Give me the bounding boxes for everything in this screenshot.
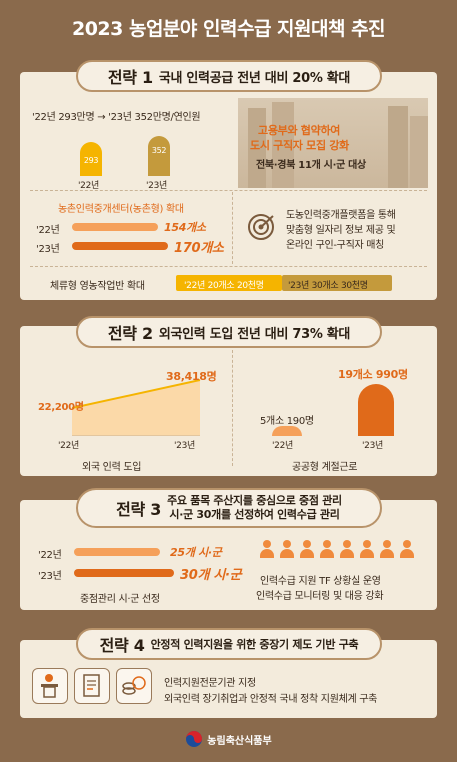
divider-h2 xyxy=(30,266,427,267)
person-icon xyxy=(400,540,414,558)
strategy3-heading-line2: 시·군 30개를 선정하여 인력수급 관리 xyxy=(169,508,340,521)
foreign22-value: 22,200명 xyxy=(38,402,84,413)
strategy2-panel: 22,200명 38,418명 '22년 '23년 외국 인력 도입 5개소 1… xyxy=(20,326,437,476)
strategy2-heading: 외국인력 도입 전년 대비 73% 확대 xyxy=(158,326,351,342)
strategy4-heading: 안정적 인력지원을 위한 중장기 제도 기반 구축 xyxy=(150,638,359,651)
foreign-year22: '22년 xyxy=(58,441,80,451)
bar-23-value: 352 xyxy=(151,146,167,155)
city-photo xyxy=(238,98,428,188)
foreign-year23: '23년 xyxy=(174,441,196,451)
document-icon xyxy=(74,668,110,704)
stay23-text: '23년 30개소 30천명 xyxy=(288,281,368,291)
s3-year22: '22년 xyxy=(38,550,62,561)
strategy1-panel: '22년 293만명 → '23년 352만명/연인원 293 352 '22년… xyxy=(20,72,437,300)
platform-line3: 온라인 구인-구직자 매칭 xyxy=(286,240,385,251)
center-title: 농촌인력중개센터(농촌형) 확대 xyxy=(58,204,184,215)
s3-bar-caption: 중점관리 시·군 선정 xyxy=(80,594,160,605)
s3-bar22 xyxy=(74,548,160,556)
target-icon xyxy=(248,214,274,240)
s4-line1: 인력지원전문기관 지정 xyxy=(164,678,256,689)
foreign-area xyxy=(72,380,200,436)
person-icon xyxy=(360,540,374,558)
strategy3-heading-line1: 주요 품목 주산지를 중심으로 중점 관리 xyxy=(167,494,342,507)
divider-h xyxy=(30,190,427,191)
divider-v xyxy=(232,192,233,264)
photo-line1: 고용부와 협약하여 xyxy=(258,124,341,137)
strategy4-pill: 전략 4 안정적 인력지원을 위한 중장기 제도 기반 구축 xyxy=(76,628,382,660)
strategy2-pill: 전략 2 외국인력 도입 전년 대비 73% 확대 xyxy=(76,316,382,348)
supply-caption: '22년 293만명 → '23년 352만명/연인원 xyxy=(32,112,201,123)
s3-bar23 xyxy=(74,569,174,577)
person-icon xyxy=(280,540,294,558)
strategy4-label: 전략 4 xyxy=(99,636,145,655)
page-title: 2023 농업분야 인력수급 지원대책 추진 xyxy=(71,18,386,40)
divider-v2 xyxy=(232,350,233,466)
public-caption: 공공형 계절근로 xyxy=(292,462,358,473)
person-icon xyxy=(320,540,334,558)
tf-line1: 인력수급 지원 TF 상황실 운영 xyxy=(260,576,381,587)
center22-year: '22년 xyxy=(36,225,60,236)
ministry-name: 농림축산식품부 xyxy=(207,735,272,747)
strategy3-pill: 전략 3 주요 품목 주산지를 중심으로 중점 관리 시·군 30개를 선정하여… xyxy=(76,488,382,528)
public23-bar xyxy=(358,384,394,436)
strategy1-label: 전략 1 xyxy=(107,68,153,87)
center23-value: 170개소 xyxy=(174,241,224,256)
foreign-top-line xyxy=(72,379,201,409)
stay-label: 체류형 영농작업반 확대 xyxy=(50,281,145,292)
photo-line2: 도시 구직자 모집 강화 xyxy=(250,139,349,152)
year-22-label: '22년 xyxy=(78,181,100,191)
footer: 농림축산식품부 xyxy=(0,730,457,748)
strategy3-heading: 주요 품목 주산지를 중심으로 중점 관리 시·군 30개를 선정하여 인력수급… xyxy=(167,494,342,522)
person-icon xyxy=(340,540,354,558)
s3-value23: 30개 시·군 xyxy=(180,568,242,583)
platform-line2: 맞춤형 일자리 정보 제공 및 xyxy=(286,225,396,236)
s3-value22: 25개 시·군 xyxy=(170,546,222,559)
center22-value: 154개소 xyxy=(164,221,206,234)
coins-icon xyxy=(116,668,152,704)
podium-icon xyxy=(32,668,68,704)
foreign23-value: 38,418명 xyxy=(166,370,217,383)
stay22-bar xyxy=(176,275,282,291)
person-icon xyxy=(260,540,274,558)
strategy2-label: 전략 2 xyxy=(107,324,153,343)
strategy3-label: 전략 3 xyxy=(116,500,162,519)
person-icon xyxy=(380,540,394,558)
center23-year: '23년 xyxy=(36,244,60,255)
center22-bar xyxy=(72,223,158,231)
bar-22-value: 293 xyxy=(83,156,99,165)
foreign-caption: 외국 인력 도입 xyxy=(82,462,142,473)
foreign-growth-chart xyxy=(72,379,201,436)
public23-value: 19개소 990명 xyxy=(338,368,408,381)
strategy1-pill: 전략 1 국내 인력공급 전년 대비 20% 확대 xyxy=(76,60,382,92)
tf-line2: 인력수급 모니터링 및 대응 강화 xyxy=(256,591,384,602)
year-23-label: '23년 xyxy=(146,181,168,191)
s4-line2: 외국인력 장기취업과 안정적 국내 정착 지원체계 구축 xyxy=(164,694,378,705)
public-year23: '23년 xyxy=(362,441,384,451)
public22-value: 5개소 190명 xyxy=(260,416,314,427)
public-year22: '22년 xyxy=(272,441,294,451)
person-icon xyxy=(300,540,314,558)
platform-line1: 도농인력중개플랫폼을 통해 xyxy=(286,210,396,221)
photo-line3: 전북·경북 11개 시·군 대상 xyxy=(256,160,366,171)
center23-bar xyxy=(72,242,168,250)
bar-23-supply xyxy=(148,136,170,176)
bar-22-supply xyxy=(80,142,102,176)
stay22-text: '22년 20개소 20천명 xyxy=(184,281,264,291)
stay23-bar xyxy=(282,275,392,291)
public22-bar xyxy=(272,426,302,436)
s3-year23: '23년 xyxy=(38,571,62,582)
taegeuk-logo xyxy=(186,731,203,747)
strategy1-heading: 국내 인력공급 전년 대비 20% 확대 xyxy=(158,70,351,86)
